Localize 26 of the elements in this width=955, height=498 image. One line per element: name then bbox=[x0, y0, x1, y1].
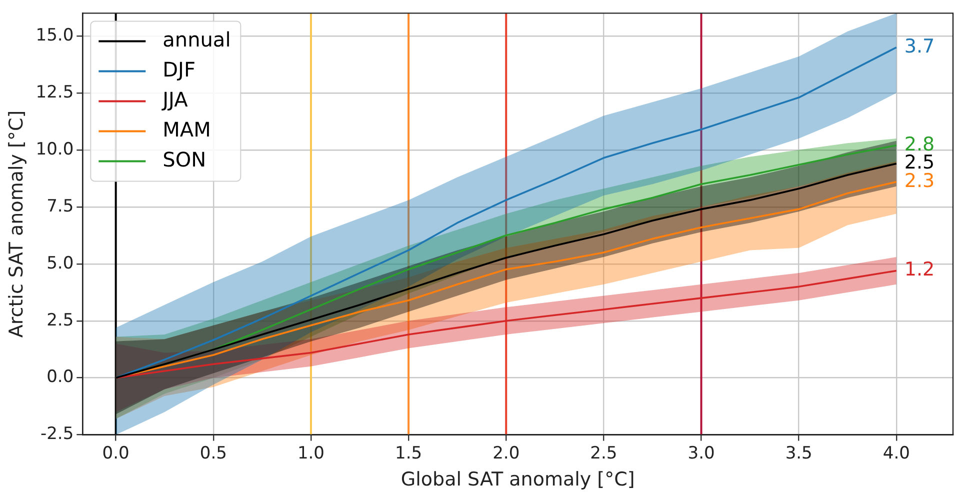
y-tick-label: 15.0 bbox=[36, 25, 74, 46]
y-tick-label: -2.5 bbox=[40, 424, 74, 444]
y-axis-title: Arctic SAT anomaly [°C] bbox=[5, 110, 28, 338]
x-tick-label: 0.5 bbox=[200, 443, 227, 464]
legend-label: SON bbox=[162, 147, 206, 172]
x-tick-label: 2.5 bbox=[590, 443, 618, 464]
x-tick-label: 3.5 bbox=[785, 443, 812, 464]
annotation: 1.2 bbox=[904, 258, 935, 281]
y-tick-label: 5.0 bbox=[46, 253, 74, 274]
annotation: 3.7 bbox=[904, 35, 935, 58]
x-tick-label: 1.5 bbox=[395, 443, 422, 464]
x-axis-title: Global SAT anomaly [°C] bbox=[400, 468, 635, 491]
legend-label: annual bbox=[162, 27, 231, 52]
y-tick-label: 10.0 bbox=[36, 139, 74, 160]
legend-label: JJA bbox=[160, 87, 188, 112]
legend-label: MAM bbox=[162, 117, 211, 142]
y-tick-label: 2.5 bbox=[46, 310, 74, 330]
legend-label: DJF bbox=[162, 57, 196, 82]
x-tick-label: 1.0 bbox=[297, 443, 324, 464]
x-tick-label: 3.0 bbox=[688, 443, 715, 464]
y-tick-label: 7.5 bbox=[46, 196, 74, 216]
x-tick-label: 0.0 bbox=[102, 443, 130, 464]
x-tick-label: 4.0 bbox=[882, 443, 910, 464]
y-tick-label: 12.5 bbox=[36, 82, 74, 102]
x-tick-label: 2.0 bbox=[492, 443, 520, 464]
y-tick-label: 0.0 bbox=[46, 367, 74, 388]
